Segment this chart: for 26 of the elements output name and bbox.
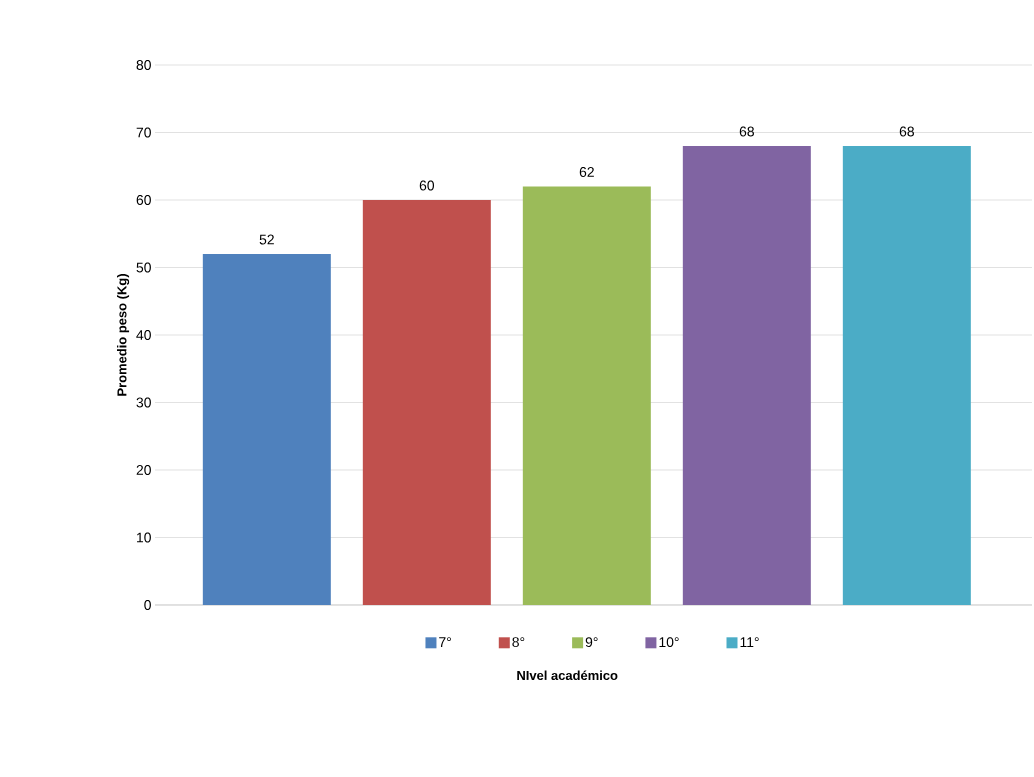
data-label: 60 [419, 180, 435, 191]
legend-label: 7° [439, 637, 451, 647]
y-axis-title: Promedio peso (Kg) [116, 274, 130, 396]
data-label: 52 [259, 234, 274, 245]
x-axis-title: NIvel académico [517, 670, 618, 681]
legend-label: 9° [585, 637, 598, 648]
y-tick-label: 70 [136, 127, 151, 138]
legend-label: 8° [512, 637, 525, 648]
y-tick-label: 40 [136, 330, 151, 340]
bar [362, 200, 491, 605]
y-tick-label: 60 [136, 195, 151, 205]
bar [682, 146, 811, 605]
y-tick-label: 30 [136, 397, 151, 408]
y-tick-label: 10 [137, 532, 151, 543]
y-tick-label: 50 [136, 262, 151, 273]
data-label: 68 [899, 126, 914, 137]
bar [202, 254, 331, 605]
legend-label: 11° [740, 637, 759, 647]
bar [522, 186, 651, 605]
bar [842, 146, 971, 605]
data-label: 68 [739, 126, 754, 137]
y-tick-label: 80 [136, 60, 151, 70]
y-tick-label: 20 [136, 465, 151, 475]
legend-label: 10° [659, 637, 679, 648]
y-tick-label: 0 [144, 600, 151, 610]
data-label: 62 [579, 167, 594, 177]
